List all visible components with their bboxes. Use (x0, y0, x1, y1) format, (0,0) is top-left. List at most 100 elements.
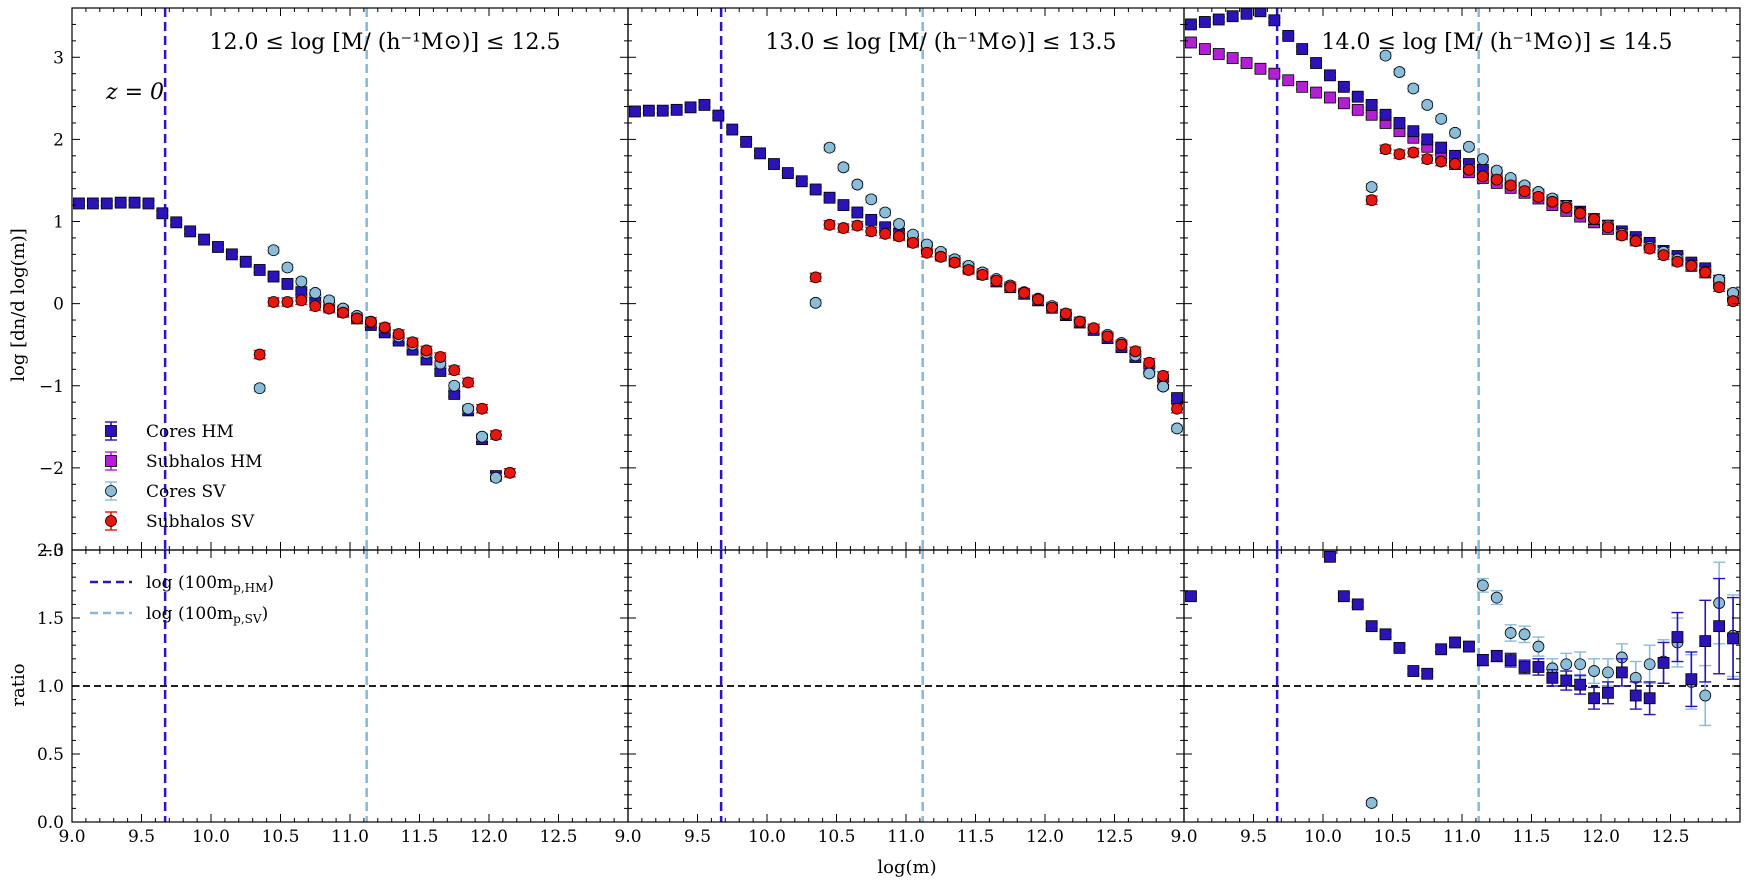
point-cores-hm-marker (114, 196, 127, 209)
point-cores-hm-marker (225, 248, 238, 261)
point-subhalos-sv-marker (837, 222, 850, 234)
point-cores-sv-marker (1365, 181, 1378, 193)
point-cores-hm-marker (1324, 69, 1336, 82)
point-cores-hm-marker (698, 99, 711, 111)
legend-marker-cores-sv-marker (105, 485, 117, 497)
point-cores-hm-marker (781, 167, 794, 179)
top-series (628, 99, 1184, 435)
point-ratio-hm-marker (1407, 665, 1420, 677)
point-subhalos-sv-marker (1657, 249, 1670, 262)
point-cores-hm-marker (1337, 80, 1350, 93)
point-subhalos-sv-marker (1018, 287, 1031, 299)
y-tick-label-top: 3 (53, 48, 64, 68)
y-axis-title-top: log [dn/d log(m)] (8, 228, 29, 382)
point-subhalos-sv-marker (1143, 356, 1156, 369)
point-ratio-sv-marker (1602, 666, 1614, 679)
point-subhalos-sv-marker (1046, 301, 1058, 314)
point-ratio-hm-marker (1657, 656, 1670, 669)
point-subhalos-sv-marker (907, 236, 919, 249)
point-subhalos-sv-marker (1546, 195, 1559, 208)
point-cores-hm-marker (670, 103, 683, 116)
point-subhalos-hm-marker (1254, 62, 1267, 75)
point-ratio-hm-marker (1351, 598, 1364, 611)
point-ratio-hm-marker (1629, 689, 1642, 702)
y-tick-label-bottom: 0.5 (37, 745, 64, 765)
point-cores-hm-marker (128, 196, 141, 209)
point-subhalos-sv-marker (1699, 266, 1712, 279)
point-subhalos-sv-marker (503, 466, 516, 479)
x-tick-label: 11.0 (331, 827, 369, 847)
redshift-label: z = 0 (105, 80, 164, 105)
point-cores-hm-marker (726, 123, 739, 136)
top-axes-frame (627, 7, 1185, 551)
point-ratio-sv-marker (1476, 579, 1489, 592)
point-cores-sv-marker (893, 218, 905, 230)
point-cores-sv-marker (1463, 140, 1475, 153)
point-subhalos-sv-marker (809, 271, 822, 284)
panel-title: 14.0 ≤ log [M/ (h⁻¹M⊙)] ≤ 14.5 (1322, 30, 1673, 55)
point-ratio-hm-marker (1574, 678, 1587, 691)
point-subhalos-sv-marker (337, 306, 349, 319)
point-subhalos-sv-marker (490, 429, 502, 441)
point-ratio-hm-marker (1490, 650, 1503, 662)
point-ratio-hm-marker (1476, 654, 1489, 667)
y-tick-label-bottom: 1.5 (37, 609, 64, 629)
point-subhalos-sv-marker (406, 336, 419, 349)
point-subhalos-sv-marker (1685, 259, 1698, 272)
point-cores-hm-marker (253, 264, 266, 276)
point-cores-hm-marker (1212, 13, 1225, 26)
point-cores-hm-marker (1240, 8, 1253, 20)
point-cores-hm-marker (1351, 90, 1364, 103)
point-cores-hm-marker (656, 104, 669, 117)
legend-marker-cores-hm-marker (105, 425, 117, 437)
point-subhalos-sv-marker (1393, 148, 1406, 161)
series-subhalos-sv (809, 218, 1184, 415)
point-ratio-hm-marker (1615, 666, 1628, 679)
point-cores-sv-marker (462, 402, 475, 415)
y-tick-label-bottom: 0.0 (37, 813, 64, 833)
top-series (72, 196, 516, 484)
point-subhalos-sv-marker (1157, 370, 1170, 382)
reference-lines (628, 8, 1184, 822)
point-ratio-sv-marker (1588, 665, 1600, 677)
point-ratio-sv-marker (1699, 689, 1712, 702)
x-tick-label: 9.5 (128, 827, 155, 847)
panel-2: 9.0 9.5 10.0 10.5 11.0 11.5 12.0 12.5 13.0 ≤ log… (614, 7, 1185, 847)
panel-1: 9.0 9.5 10.0 10.5 11.0 11.5 12.0 12.5 −3 −2 −1 0 1 2 3… (37, 7, 629, 847)
point-subhalos-hm-marker (1324, 91, 1336, 104)
point-subhalos-sv-marker (267, 296, 280, 308)
point-subhalos-sv-marker (1059, 307, 1072, 320)
point-subhalos-hm-marker (1268, 67, 1281, 80)
point-subhalos-sv-marker (920, 246, 933, 259)
x-tick-label: 9.0 (58, 827, 85, 847)
top-axes-frame (1183, 7, 1741, 551)
point-subhalos-sv-marker (1115, 338, 1128, 351)
series-ratio-hm (1184, 550, 1740, 716)
legend-marker-subhalos-hm-marker (105, 455, 117, 467)
point-cores-sv-marker (490, 471, 502, 484)
point-cores-sv-marker (295, 275, 308, 288)
y-tick-label-top: −1 (39, 377, 64, 397)
x-tick-label: 11.0 (887, 827, 925, 847)
point-subhalos-sv-marker (879, 227, 892, 240)
y-ticks (72, 7, 628, 823)
point-ratio-sv-marker (1560, 658, 1573, 671)
point-cores-hm-marker (86, 197, 99, 210)
point-ratio-hm-marker (1671, 631, 1684, 643)
point-cores-sv-marker (1379, 49, 1392, 62)
y-tick-label-top: 1 (53, 213, 64, 233)
panel-3: 9.0 9.5 10.0 10.5 11.0 11.5 12.0 12.5 14.0 ≤ log… (1170, 7, 1741, 847)
x-tick-label: 11.0 (1443, 827, 1481, 847)
point-subhalos-hm-marker (1212, 48, 1225, 60)
point-cores-hm-marker (1198, 16, 1211, 28)
point-cores-sv-marker (879, 206, 892, 219)
series-cores-hm (628, 99, 1184, 404)
point-subhalos-sv-marker (1615, 229, 1628, 242)
point-subhalos-sv-marker (448, 364, 461, 377)
point-ratio-hm-marker (1727, 632, 1739, 645)
top-series (1184, 8, 1740, 308)
point-subhalos-sv-marker (1004, 281, 1017, 294)
point-ratio-sv-marker (1504, 627, 1517, 639)
x-ticks (71, 8, 629, 822)
point-cores-hm-marker (740, 135, 753, 148)
